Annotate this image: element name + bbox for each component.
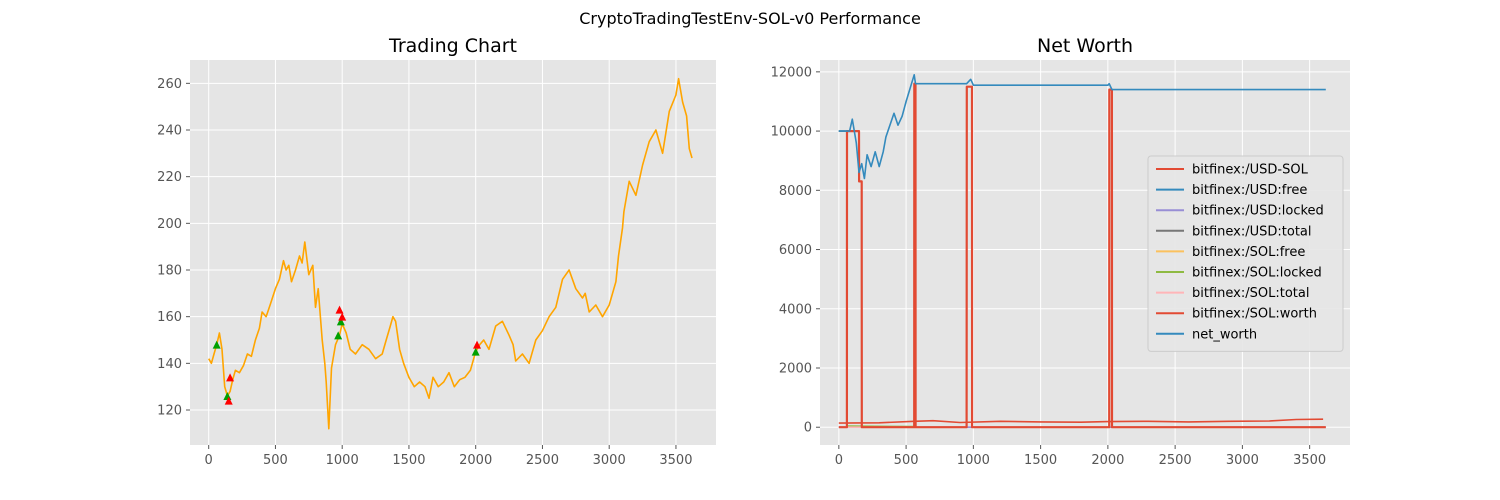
y-tick-label: 220 [157,170,182,185]
net-worth-series [838,74,1326,429]
x-tick-label: 3000 [1226,453,1259,468]
x-tick-label: 3000 [593,453,626,468]
y-tick-label: 2000 [779,362,812,377]
y-tick-label: 140 [157,357,182,372]
x-tick-label: 0 [835,453,843,468]
sell-marker [224,396,233,405]
trading-chart-plot-area [190,60,716,445]
x-tick-label: 2500 [1159,453,1192,468]
sell-marker [338,312,347,321]
trading-chart-series-series-0 [208,77,693,430]
net-worth-axes: 0 500 1000 1500 2000 2500 3000 3500 0 2000 4000 600… [771,35,1350,468]
y-tick-label: 6000 [779,243,812,258]
legend-label: bitfinex:/SOL:worth [1192,307,1317,322]
x-tick-label: 1000 [957,453,990,468]
x-tick-label: 3500 [659,453,692,468]
x-tick-label: 2000 [459,453,492,468]
sell-marker [473,340,482,349]
y-tick-label: 0 [804,421,812,436]
y-tick-label: 120 [157,404,182,419]
trading-chart-ticks: 0 500 1000 1500 2000 2500 3000 3500 120 140 160 180… [157,77,692,468]
trading-chart-grid [190,60,716,445]
x-tick-label: 3500 [1293,453,1326,468]
legend-label: net_worth [1192,327,1257,342]
y-tick-label: 8000 [779,184,812,199]
trading-chart-axes: 0 500 1000 1500 2000 2500 3000 3500 120 140 160 180… [157,35,716,468]
y-tick-label: 200 [157,217,182,232]
legend-label: bitfinex:/USD:free [1192,183,1307,198]
legend-label: bitfinex:/USD:locked [1192,204,1324,219]
sell-marker [335,305,344,314]
trading-chart-trade-markers [212,305,482,405]
legend-label: bitfinex:/USD:total [1192,224,1312,239]
legend-box [1147,155,1344,352]
y-tick-label: 240 [157,124,182,139]
buy-marker [471,347,480,356]
y-tick-label: 10000 [771,125,812,140]
x-tick-label: 2000 [1091,453,1124,468]
net-worth-ticks: 0 500 1000 1500 2000 2500 3000 3500 0 2000 4000 600… [771,65,1327,468]
y-tick-label: 180 [157,264,182,279]
net-worth-legend: bitfinex:/USD-SOL bitfinex:/USD:free bitfi… [1147,155,1344,352]
net-worth-series-bitfinex-sol-worth [838,82,1326,429]
x-tick-label: 1500 [1024,453,1057,468]
x-tick-label: 500 [894,453,919,468]
y-tick-label: 260 [157,77,182,92]
net-worth-series-bitfinex-usd-sol [838,418,1324,424]
legend-label: bitfinex:/USD-SOL [1192,163,1309,178]
x-tick-label: 500 [263,453,288,468]
net-worth-title: Net Worth [1037,35,1133,57]
trading-chart-series [208,77,693,430]
net-worth-series-net-worth [838,74,1326,180]
figure-suptitle: CryptoTradingTestEnv-SOL-v0 Performance [579,9,921,28]
trading-chart-title: Trading Chart [388,35,517,57]
legend-label: bitfinex:/SOL:free [1192,245,1305,260]
buy-marker [334,331,343,340]
buy-marker [336,317,345,326]
y-tick-label: 12000 [771,65,812,80]
x-tick-label: 1000 [326,453,359,468]
legend-label: bitfinex:/SOL:total [1192,286,1309,301]
legend-label: bitfinex:/SOL:locked [1192,266,1322,281]
x-tick-label: 1500 [392,453,425,468]
y-tick-label: 160 [157,310,182,325]
x-tick-label: 2500 [526,453,559,468]
x-tick-label: 0 [205,453,213,468]
y-tick-label: 4000 [779,302,812,317]
sell-marker [226,373,235,382]
buy-marker [212,340,221,349]
